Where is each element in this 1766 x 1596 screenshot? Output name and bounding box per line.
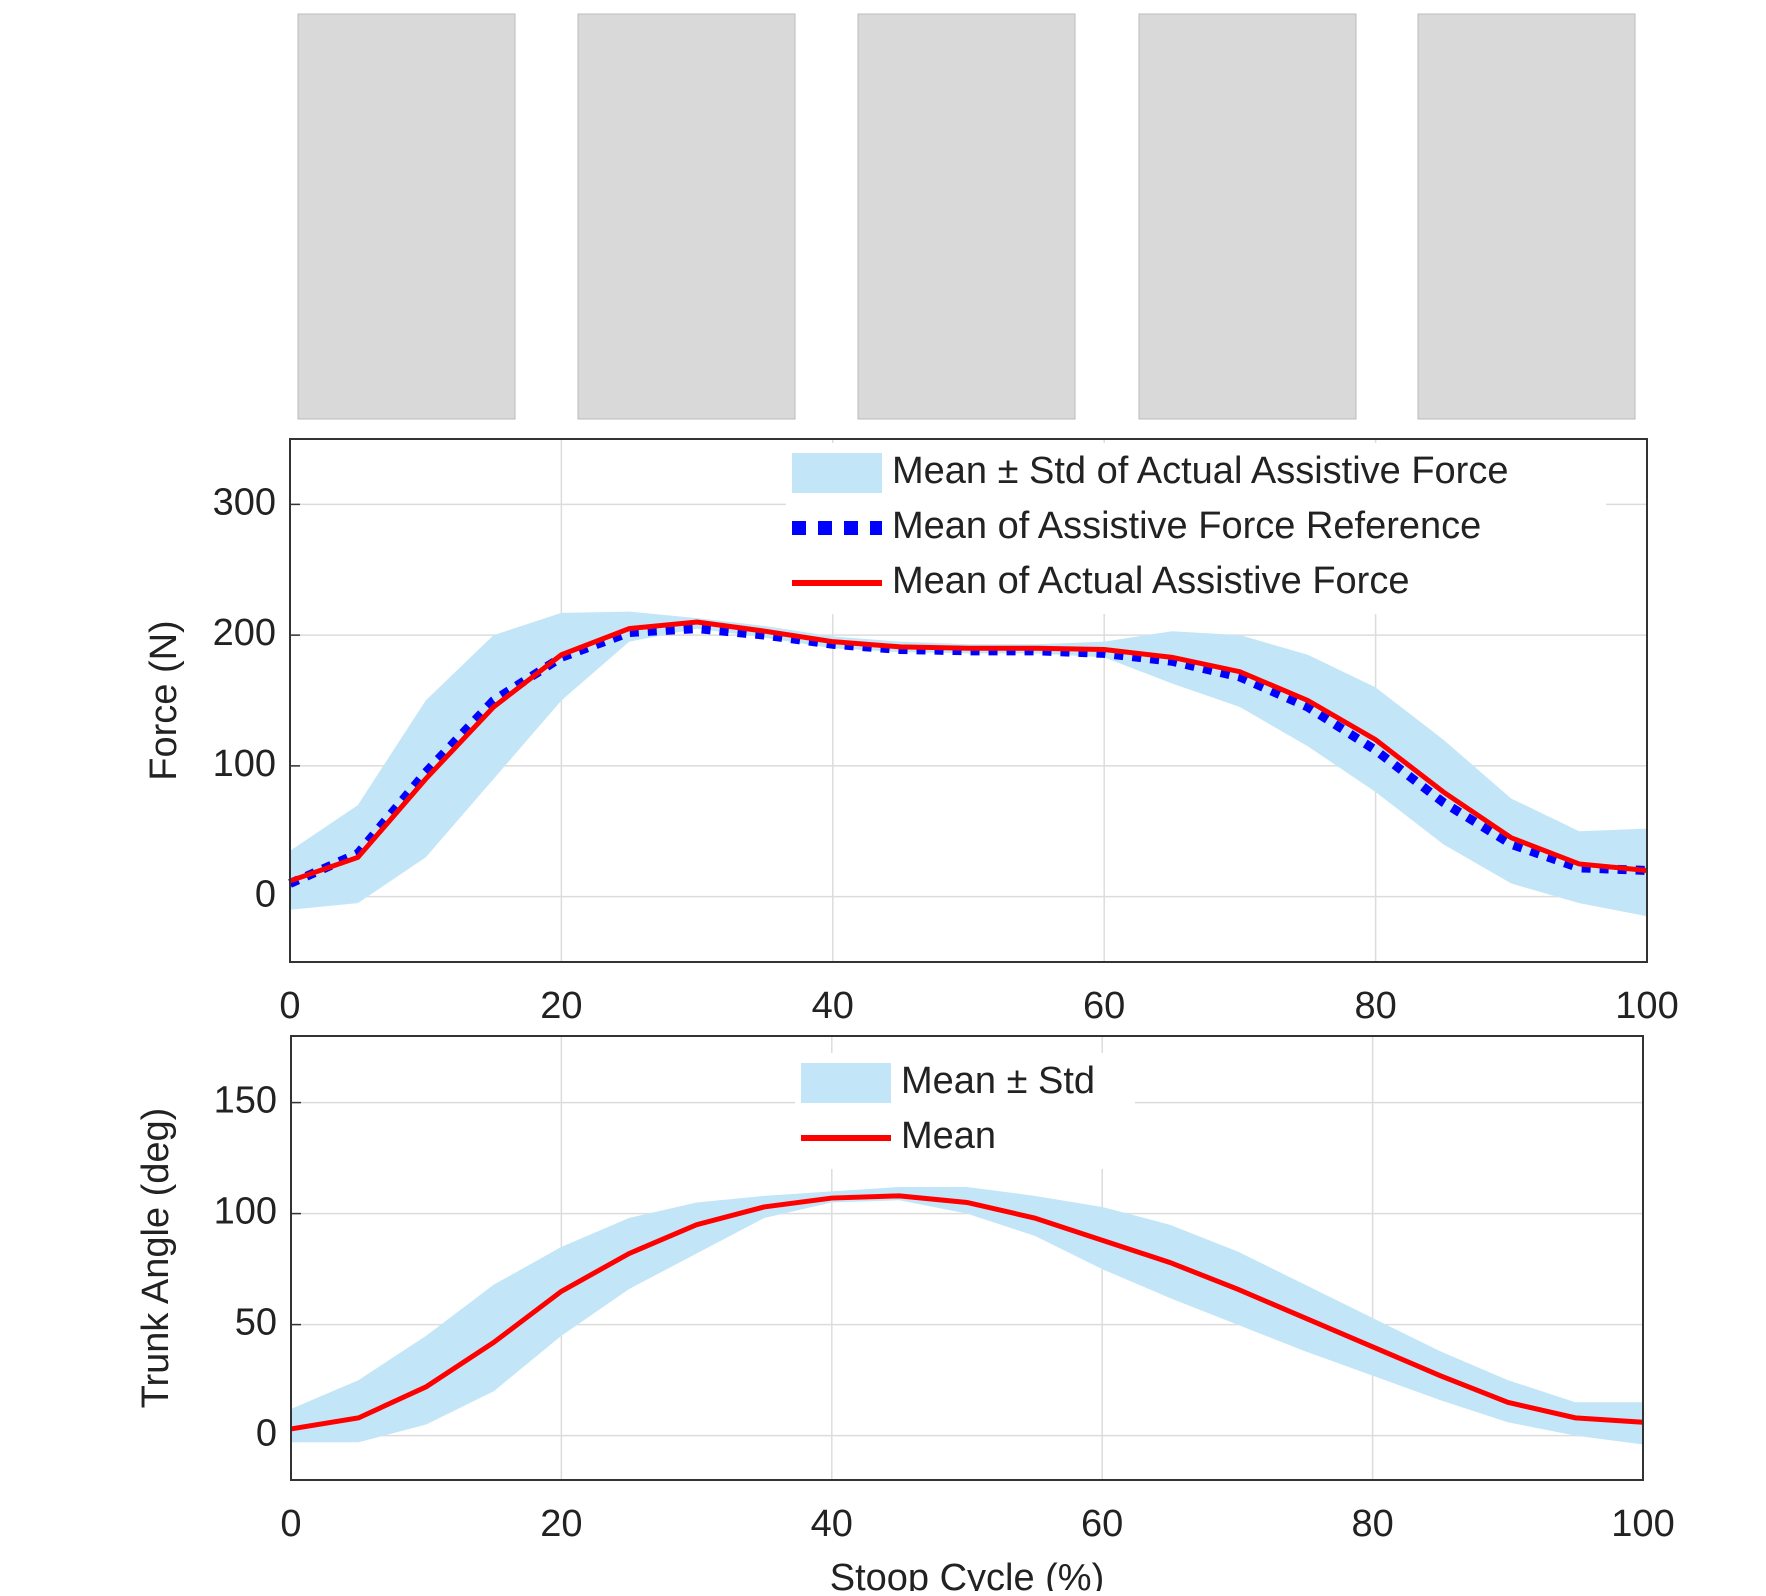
x-tick-label: 100	[1611, 1503, 1674, 1545]
series-line	[289, 619, 1648, 884]
legend: Mean ± Std Mean	[795, 1053, 1135, 1169]
x-tick-label: 100	[1615, 985, 1678, 1027]
series-line	[290, 1193, 1644, 1432]
legend-label: Mean of Actual Assistive Force	[892, 560, 1409, 602]
legend: Mean ± Std of Actual Assistive Force Mean…	[786, 443, 1606, 614]
legend-box	[786, 443, 1606, 614]
y-tick-label: 100	[214, 1191, 277, 1233]
std-band	[290, 611, 1647, 917]
y-tick-label: 300	[213, 481, 276, 523]
legend-label: Mean ± Std of Actual Assistive Force	[892, 450, 1508, 492]
y-axis-label: Trunk Angle (deg)	[135, 1108, 177, 1409]
y-tick-label: 200	[213, 612, 276, 654]
x-tick-label: 60	[1081, 1503, 1123, 1545]
y-tick-label: 0	[255, 874, 276, 916]
x-tick-label: 60	[1083, 985, 1125, 1027]
y-axis-label: Force (N)	[143, 620, 185, 780]
y-tick-label: 150	[214, 1080, 277, 1122]
x-tick-label: 20	[540, 1503, 582, 1545]
chart: 0 20 40 60 80 100 0 100 200 300 Mean ± Std of Actu…	[143, 438, 1679, 1027]
legend-swatch	[801, 1063, 891, 1103]
photo	[577, 13, 796, 420]
y-tick-label: 0	[256, 1413, 277, 1455]
photo	[1138, 13, 1357, 420]
legend-label: Mean of Assistive Force Reference	[892, 505, 1481, 547]
legend-label: Mean	[901, 1115, 996, 1157]
plot-frame	[290, 1035, 1644, 1481]
x-tick-label: 40	[812, 985, 854, 1027]
y-tick-label: 50	[235, 1302, 277, 1344]
chart: 0 20 40 60 80 100 0 50 100 150 Mean ± Std Mean Trunk…	[135, 1035, 1675, 1596]
photos	[297, 13, 1636, 420]
legend-swatch	[792, 453, 882, 493]
x-tick-label: 40	[811, 1503, 853, 1545]
x-tick-label: 80	[1351, 1503, 1393, 1545]
x-axis-label: Stoop Cycle (%)	[830, 1557, 1105, 1591]
x-tick-label: 80	[1354, 985, 1396, 1027]
legend-label: Mean ± Std	[901, 1060, 1095, 1102]
x-tick-label: 20	[540, 985, 582, 1027]
photo	[857, 13, 1076, 420]
x-tick-label: 0	[280, 1503, 301, 1545]
plot-frame	[289, 438, 1648, 963]
photo	[1417, 13, 1636, 420]
x-tick-label: 0	[279, 985, 300, 1027]
photo	[297, 13, 516, 420]
y-tick-label: 100	[213, 743, 276, 785]
